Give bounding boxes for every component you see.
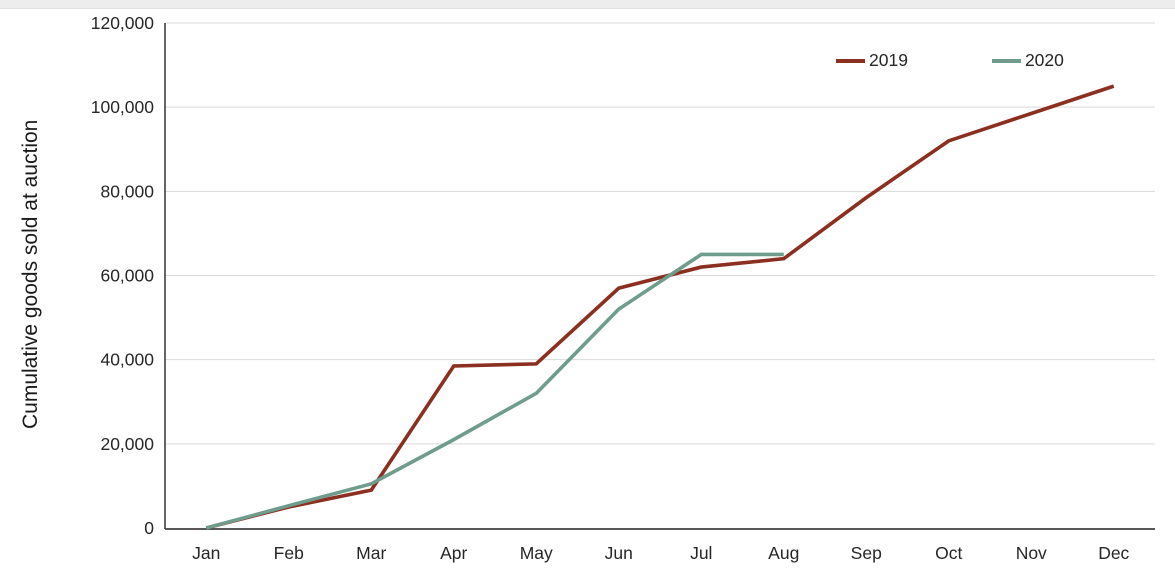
legend-label-2019: 2019 [869,50,908,70]
x-tick-label: Jul [690,543,712,563]
legend-swatch-2019 [836,58,865,63]
legend-label-2020: 2020 [1024,50,1064,70]
y-tick-label: 40,000 [100,350,154,370]
x-tick-label: Dec [1098,543,1129,563]
y-tick-label: 120,000 [91,13,155,33]
x-tick-label: Oct [935,543,962,563]
x-tick-label: May [520,543,553,563]
window-top-strip [0,0,1175,9]
x-tick-label: Feb [274,543,304,563]
legend-item-2020: 2020 [991,50,1064,70]
x-tick-label: Jun [605,543,633,563]
x-tick-label: Sep [851,543,882,563]
y-tick-label: 0 [144,518,154,538]
y-tick-label: 20,000 [100,434,154,454]
y-tick-label: 80,000 [100,181,154,201]
y-tick-label: 100,000 [91,97,155,117]
series-line-2020 [205,252,784,530]
x-tick-label: Mar [356,543,386,563]
x-tick-label: Nov [1016,543,1047,563]
x-tick-label: Jan [192,543,220,563]
series-line-2019 [205,84,1115,530]
x-tick-label: Aug [768,543,799,563]
legend: 2019 2020 [836,50,1064,70]
legend-item-2019: 2019 [836,50,908,70]
y-tick-label: 60,000 [100,266,154,286]
x-tick-label: Apr [440,543,467,563]
legend-swatch-2020 [991,58,1021,63]
